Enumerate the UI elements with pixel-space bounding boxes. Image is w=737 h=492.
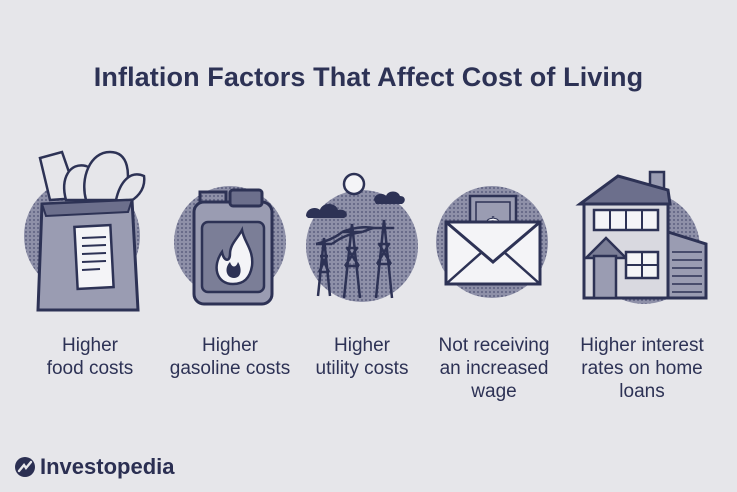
factor-label: Not receiving an increased wage: [438, 335, 550, 402]
house-icon: [575, 170, 708, 304]
power-lines-icon: [306, 172, 418, 302]
factor-wage: $ Not receiving an increased wage: [424, 138, 564, 418]
factor-gasoline: Higher gasoline costs: [160, 138, 300, 418]
investopedia-logo-icon: [15, 457, 35, 477]
factor-label: Higher interest rates on home loans: [580, 335, 704, 402]
factor-label: Higher utility costs: [315, 335, 409, 379]
factor-label: Higher gasoline costs: [169, 335, 291, 379]
grocery-bag-icon: [24, 150, 146, 312]
factor-label: Higher food costs: [46, 335, 134, 379]
factor-food: Higher food costs: [20, 138, 160, 418]
factor-home-loans: Higher interest rates on home loans: [572, 138, 712, 418]
gas-can-icon: [174, 186, 286, 306]
envelope-money-icon: $: [436, 186, 548, 298]
page-title: Inflation Factors That Affect Cost of Li…: [93, 62, 644, 92]
factor-utility: Higher utility costs: [292, 138, 432, 418]
brand-name: Investopedia: [40, 454, 175, 479]
investopedia-brand: Investopedia: [14, 452, 174, 482]
